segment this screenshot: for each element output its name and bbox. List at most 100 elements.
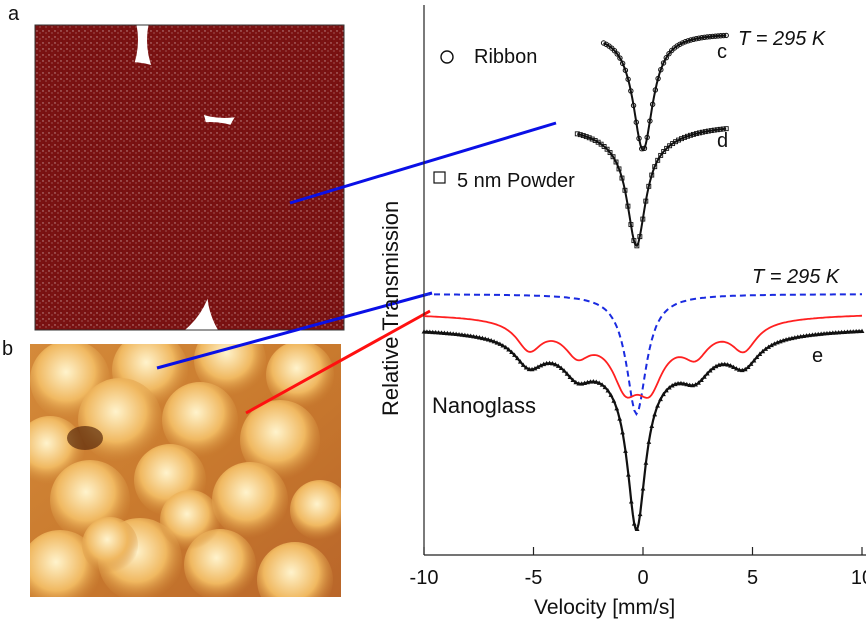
nanoglass-point-70 — [523, 365, 529, 370]
nanoglass-point-2 — [424, 329, 430, 334]
series-ribbon-line — [603, 34, 727, 152]
ribbon-point-56 — [677, 41, 683, 47]
stm-grain-17 — [82, 517, 138, 573]
powder-point-34 — [625, 203, 631, 209]
nanoglass-point-128 — [608, 392, 614, 397]
nanoglass-point-194 — [704, 371, 710, 376]
ribbon-point-84 — [715, 33, 721, 39]
ribbon-point-66 — [690, 36, 697, 42]
powder-point-8 — [586, 135, 592, 141]
powder-point-50 — [649, 172, 655, 178]
powder-point-10 — [589, 136, 595, 142]
nanoglass-point-228 — [754, 354, 760, 360]
nanoglass-point-182 — [687, 382, 693, 388]
nanoglass-point-220 — [742, 366, 748, 372]
ribbon-point-88 — [720, 32, 727, 39]
ribbon-point-58 — [679, 40, 686, 46]
nanoglass-point-86 — [547, 360, 552, 366]
nanoglass-point-134 — [617, 416, 623, 421]
nanoglass-point-176 — [678, 380, 684, 386]
ribbon-point-8 — [611, 48, 618, 54]
nanoglass-point-100 — [567, 374, 573, 379]
nanoglass-point-4 — [427, 329, 433, 334]
powder-point-88 — [705, 128, 711, 134]
powder-point-72 — [682, 134, 687, 140]
nanoglass-point-132 — [614, 405, 620, 411]
nanoglass-point-126 — [605, 388, 611, 393]
nanoglass-point-116 — [590, 379, 596, 384]
x-tick-label-0: -10 — [410, 567, 439, 589]
ribbon-point-68 — [693, 35, 699, 42]
ribbon-point-78 — [707, 33, 713, 40]
ribbon-point-28 — [639, 146, 645, 152]
panel-a-frame — [34, 24, 345, 331]
nanoglass-point-214 — [734, 366, 739, 371]
particle-9 — [35, 242, 128, 330]
ribbon-legend-marker — [440, 50, 454, 64]
powder-point-24 — [610, 154, 616, 160]
powder-point-76 — [688, 132, 693, 138]
powder-legend-label: 5 nm Powder — [457, 170, 575, 192]
nanoglass-point-164 — [661, 391, 666, 397]
series-nanoglass-data-line — [424, 330, 863, 531]
nanoglass-point-166 — [663, 387, 669, 393]
ribbon-point-34 — [647, 118, 653, 124]
powder-point-56 — [658, 152, 664, 158]
nanoglass-point-46 — [488, 338, 494, 343]
x-tick-label-4: 10 — [851, 567, 866, 589]
nanoglass-point-94 — [558, 365, 564, 370]
nanoglass-point-50 — [494, 340, 500, 345]
ribbon-point-20 — [628, 88, 634, 94]
ribbon-legend-label: Ribbon — [474, 46, 537, 68]
stm-grain-10 — [212, 462, 288, 538]
nanoglass-point-210 — [728, 363, 733, 368]
nanoglass-label: Nanoglass — [432, 393, 536, 418]
nanoglass-point-170 — [669, 383, 675, 388]
nanoglass-point-300 — [859, 328, 865, 334]
nanoglass-point-206 — [722, 361, 728, 367]
nanoglass-point-180 — [684, 381, 690, 387]
nanoglass-point-26 — [459, 332, 465, 337]
powder-point-70 — [679, 136, 684, 142]
x-tick-label-2: 0 — [637, 567, 648, 589]
ribbon-point-16 — [622, 67, 629, 73]
powder-point-80 — [693, 131, 699, 137]
panel-label-a: a — [8, 3, 20, 25]
x-axis-label: Velocity [mm/s] — [534, 596, 675, 619]
nanoglass-point-236 — [766, 344, 771, 349]
stm-grain-2 — [194, 344, 266, 396]
powder-point-20 — [604, 146, 610, 152]
powder-point-0 — [574, 131, 580, 137]
stm-grains — [30, 344, 341, 597]
nanoglass-point-234 — [763, 346, 769, 351]
nanoglass-point-146 — [634, 526, 640, 531]
powder-point-38 — [631, 238, 637, 244]
ribbon-point-36 — [649, 101, 656, 108]
powder-point-28 — [616, 166, 622, 172]
ribbon-point-70 — [696, 35, 702, 41]
powder-point-96 — [717, 126, 723, 132]
nanoglass-point-148 — [637, 511, 643, 517]
connector-blue-a — [289, 121, 557, 205]
nanoglass-point-122 — [599, 382, 605, 387]
nanoglass-point-92 — [555, 363, 561, 368]
nanoglass-point-20 — [450, 331, 456, 336]
stm-grain-6 — [162, 382, 238, 458]
curve-label-e: e — [812, 345, 823, 367]
nanoglass-point-144 — [631, 521, 637, 526]
powder-point-84 — [699, 129, 705, 135]
ribbon-point-38 — [652, 87, 659, 93]
ribbon-point-76 — [704, 34, 710, 40]
nanoglass-point-152 — [643, 460, 649, 465]
nanoglass-point-8 — [433, 329, 439, 335]
powder-legend-marker — [433, 171, 446, 184]
ribbon-point-40 — [655, 75, 661, 82]
powder-point-26 — [613, 159, 619, 165]
nanoglass-point-42 — [482, 336, 488, 341]
nanoglass-point-12 — [439, 330, 444, 335]
nanoglass-point-18 — [447, 331, 453, 336]
ribbon-point-10 — [614, 51, 620, 57]
nanoglass-point-138 — [623, 448, 628, 453]
powder-point-86 — [702, 129, 708, 135]
ribbon-point-44 — [660, 60, 667, 66]
